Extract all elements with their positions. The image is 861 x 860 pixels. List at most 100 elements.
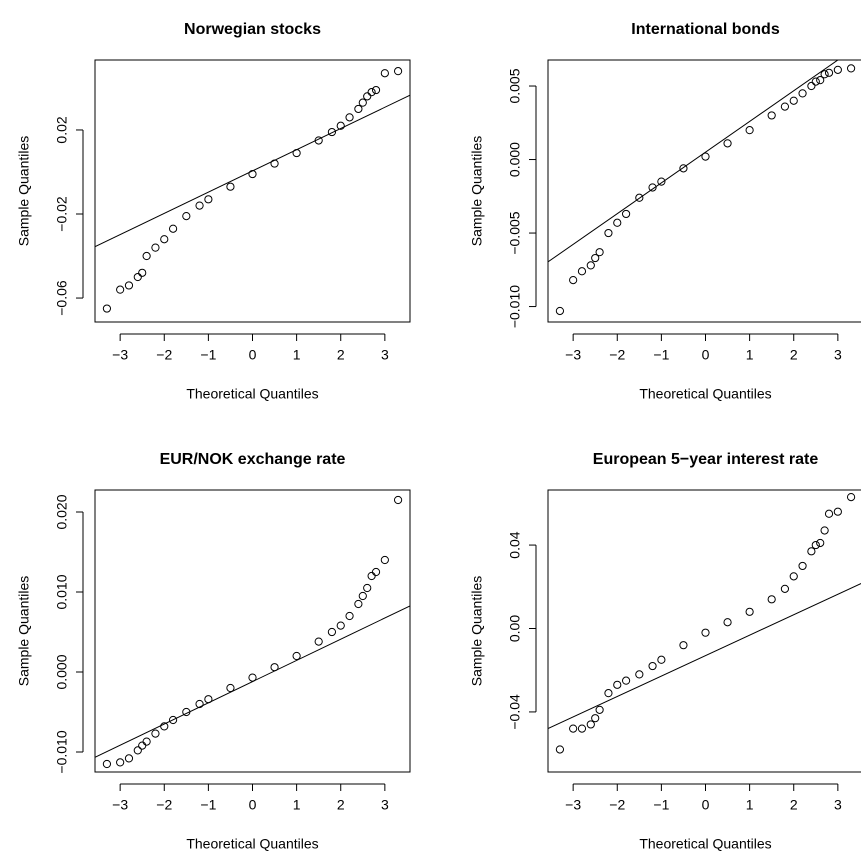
x-tick-label: −3 xyxy=(112,797,128,813)
point xyxy=(780,584,790,593)
x-axis-label: Theoretical Quantiles xyxy=(639,836,771,852)
point xyxy=(679,641,688,650)
x-tick-label: 1 xyxy=(746,347,754,363)
point xyxy=(160,235,169,244)
point xyxy=(116,285,125,294)
point xyxy=(811,540,820,550)
point xyxy=(270,663,279,672)
point xyxy=(151,729,160,738)
point xyxy=(555,745,565,754)
point xyxy=(613,218,622,227)
point xyxy=(182,707,191,717)
point xyxy=(807,547,816,556)
point xyxy=(780,102,790,111)
point xyxy=(358,591,367,601)
point xyxy=(138,268,147,277)
point xyxy=(124,281,134,290)
point xyxy=(701,628,710,637)
point xyxy=(767,595,776,604)
point xyxy=(723,139,732,148)
y-tick-label: 0.02 xyxy=(54,116,70,143)
panel-title: Norwegian stocks xyxy=(184,21,321,38)
point xyxy=(102,304,112,313)
y-tick-label: −0.06 xyxy=(54,280,70,316)
point xyxy=(354,104,363,114)
point xyxy=(354,599,363,609)
point xyxy=(345,113,354,122)
point xyxy=(648,183,657,192)
point xyxy=(657,655,666,664)
point xyxy=(393,495,403,505)
point xyxy=(586,720,595,729)
point xyxy=(577,724,587,733)
x-tick-label: 0 xyxy=(702,347,710,363)
point xyxy=(367,88,376,97)
point xyxy=(569,724,578,733)
x-tick-label: −1 xyxy=(200,797,216,813)
x-tick-label: 0 xyxy=(249,347,257,363)
x-tick-label: 3 xyxy=(834,797,842,813)
y-tick-label: −0.010 xyxy=(54,730,70,773)
point xyxy=(555,306,565,316)
y-tick-label: 0.000 xyxy=(507,142,523,177)
point xyxy=(767,111,776,120)
x-tick-label: −1 xyxy=(200,347,216,363)
point xyxy=(367,571,376,581)
point xyxy=(613,680,622,689)
point xyxy=(833,65,842,74)
point xyxy=(586,261,595,270)
y-tick-label: −0.04 xyxy=(507,694,523,730)
point xyxy=(314,637,323,646)
point xyxy=(133,746,142,755)
point xyxy=(701,152,710,161)
point xyxy=(160,722,169,731)
y-tick-label: −0.005 xyxy=(507,211,523,254)
x-tick-label: −3 xyxy=(112,347,128,363)
x-tick-label: 0 xyxy=(702,797,710,813)
point xyxy=(168,715,178,725)
point xyxy=(820,70,829,79)
y-tick-label: −0.02 xyxy=(54,196,70,232)
plot-box xyxy=(547,489,861,773)
x-tick-label: 1 xyxy=(293,347,301,363)
x-tick-label: 0 xyxy=(249,797,257,813)
point xyxy=(833,507,842,516)
point xyxy=(336,121,345,130)
point xyxy=(577,267,587,276)
point xyxy=(745,607,754,616)
point xyxy=(635,670,644,679)
point xyxy=(604,689,613,698)
x-tick-label: 1 xyxy=(293,797,301,813)
point xyxy=(204,695,213,704)
point xyxy=(604,228,613,238)
point xyxy=(327,127,337,137)
point xyxy=(133,272,142,282)
point xyxy=(363,92,372,101)
point xyxy=(820,526,829,535)
point xyxy=(345,611,354,621)
panel: EUR/NOK exchange rate Theoretical Quantil… xyxy=(16,451,411,852)
x-tick-label: −2 xyxy=(609,797,625,813)
point xyxy=(363,583,372,593)
y-tick-label: 0.00 xyxy=(507,615,523,642)
point xyxy=(371,567,381,577)
x-tick-label: 2 xyxy=(337,347,345,363)
plot-box xyxy=(94,59,411,323)
y-tick-label: −0.010 xyxy=(507,285,523,328)
point xyxy=(393,67,403,76)
y-tick-label: 0.005 xyxy=(507,68,523,103)
point xyxy=(336,621,345,630)
point xyxy=(151,243,160,252)
x-tick-label: −3 xyxy=(565,797,581,813)
point xyxy=(635,193,644,202)
x-tick-label: −2 xyxy=(156,797,172,813)
point xyxy=(723,618,732,627)
x-tick-label: −3 xyxy=(565,347,581,363)
y-axis-label: Sample Quantiles xyxy=(469,576,485,687)
point xyxy=(358,98,367,107)
x-tick-label: −2 xyxy=(609,347,625,363)
panel: Norwegian stocks Theoretical Quantiles Sam… xyxy=(16,21,411,402)
point xyxy=(124,754,134,763)
point xyxy=(679,164,688,173)
